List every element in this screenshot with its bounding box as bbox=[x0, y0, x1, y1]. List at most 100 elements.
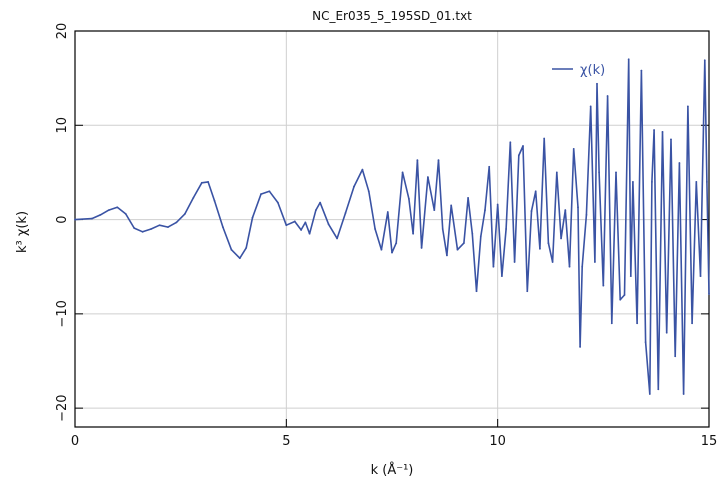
data-point bbox=[133, 227, 136, 229]
data-point bbox=[708, 293, 710, 295]
data-point bbox=[462, 242, 465, 245]
data-point bbox=[577, 206, 579, 209]
data-point bbox=[412, 232, 415, 235]
data-point bbox=[589, 105, 592, 108]
data-point bbox=[496, 203, 499, 206]
data-point bbox=[238, 257, 241, 260]
data-point bbox=[560, 237, 562, 240]
data-point bbox=[251, 216, 254, 219]
data-point bbox=[598, 171, 601, 174]
data-point bbox=[686, 105, 689, 108]
data-point bbox=[623, 294, 626, 296]
data-point bbox=[158, 224, 161, 227]
data-point bbox=[116, 206, 119, 209]
data-point bbox=[408, 197, 410, 200]
data-point bbox=[74, 218, 76, 221]
series-points bbox=[74, 58, 710, 395]
series-line-chi bbox=[74, 58, 710, 395]
data-point bbox=[471, 232, 474, 235]
data-point bbox=[606, 95, 609, 97]
data-point bbox=[304, 221, 307, 224]
data-point bbox=[657, 388, 660, 391]
data-point bbox=[475, 290, 478, 293]
data-point bbox=[183, 213, 186, 215]
data-point bbox=[207, 180, 210, 183]
data-point bbox=[699, 275, 702, 278]
x-tick-label: 0 bbox=[71, 434, 79, 449]
data-point bbox=[175, 221, 178, 224]
data-point bbox=[336, 237, 338, 240]
data-point bbox=[456, 248, 459, 251]
y-tick-label: 20 bbox=[55, 23, 70, 40]
data-point bbox=[230, 248, 233, 251]
data-point bbox=[539, 247, 541, 250]
data-point bbox=[401, 171, 404, 174]
data-point bbox=[661, 130, 664, 133]
data-point bbox=[513, 261, 516, 263]
data-point bbox=[99, 213, 102, 216]
data-point bbox=[551, 261, 554, 263]
data-point bbox=[308, 232, 311, 235]
data-point bbox=[509, 141, 512, 144]
data-point bbox=[682, 393, 685, 395]
data-point bbox=[572, 147, 575, 150]
data-point bbox=[629, 275, 632, 278]
data-point bbox=[581, 265, 584, 268]
data-point bbox=[91, 217, 93, 220]
data-point bbox=[245, 246, 248, 249]
data-point bbox=[268, 190, 271, 193]
data-point bbox=[555, 171, 558, 174]
data-point bbox=[505, 228, 508, 230]
data-point bbox=[534, 190, 537, 193]
data-point bbox=[695, 180, 698, 183]
data-point bbox=[610, 322, 613, 325]
y-tick-label: −20 bbox=[55, 394, 70, 421]
data-point bbox=[479, 235, 482, 238]
data-point bbox=[446, 254, 448, 257]
data-point bbox=[500, 275, 503, 278]
data-point bbox=[260, 193, 262, 196]
data-point bbox=[543, 137, 546, 140]
x-tick-label: 5 bbox=[282, 434, 290, 449]
y-tick-label: 10 bbox=[55, 117, 70, 134]
data-point bbox=[665, 331, 668, 334]
data-point bbox=[124, 213, 127, 215]
data-point bbox=[450, 204, 453, 207]
data-point bbox=[619, 298, 622, 301]
data-point bbox=[585, 213, 588, 216]
data-point bbox=[653, 129, 655, 131]
data-point bbox=[293, 220, 296, 223]
data-point bbox=[530, 210, 533, 212]
data-point bbox=[315, 209, 317, 212]
data-point bbox=[361, 168, 364, 171]
chart-title: NC_Er035_5_195SD_01.txt bbox=[312, 9, 472, 23]
y-tick-label: 0 bbox=[55, 215, 70, 223]
data-point bbox=[391, 251, 393, 254]
data-point bbox=[467, 196, 469, 199]
legend: χ(k) bbox=[552, 63, 605, 78]
x-axis-label: k (Å⁻¹) bbox=[371, 462, 414, 478]
data-point bbox=[674, 355, 677, 358]
data-point bbox=[488, 165, 491, 168]
data-point bbox=[192, 196, 195, 199]
data-point bbox=[517, 154, 520, 157]
data-point bbox=[579, 345, 581, 348]
data-point bbox=[107, 209, 110, 212]
data-point bbox=[141, 230, 144, 233]
data-point bbox=[150, 228, 152, 230]
data-point bbox=[526, 290, 529, 293]
data-point bbox=[596, 82, 598, 85]
data-point bbox=[386, 211, 389, 213]
data-point bbox=[213, 199, 216, 202]
data-point bbox=[602, 284, 605, 287]
data-point bbox=[222, 226, 224, 229]
data-point bbox=[640, 69, 643, 72]
y-tick-label: −10 bbox=[55, 300, 70, 327]
data-point bbox=[651, 180, 653, 183]
x-tick-label: 15 bbox=[701, 434, 718, 449]
data-point bbox=[327, 223, 330, 226]
data-point bbox=[627, 58, 630, 61]
data-point bbox=[437, 159, 440, 162]
data-point bbox=[492, 265, 495, 268]
